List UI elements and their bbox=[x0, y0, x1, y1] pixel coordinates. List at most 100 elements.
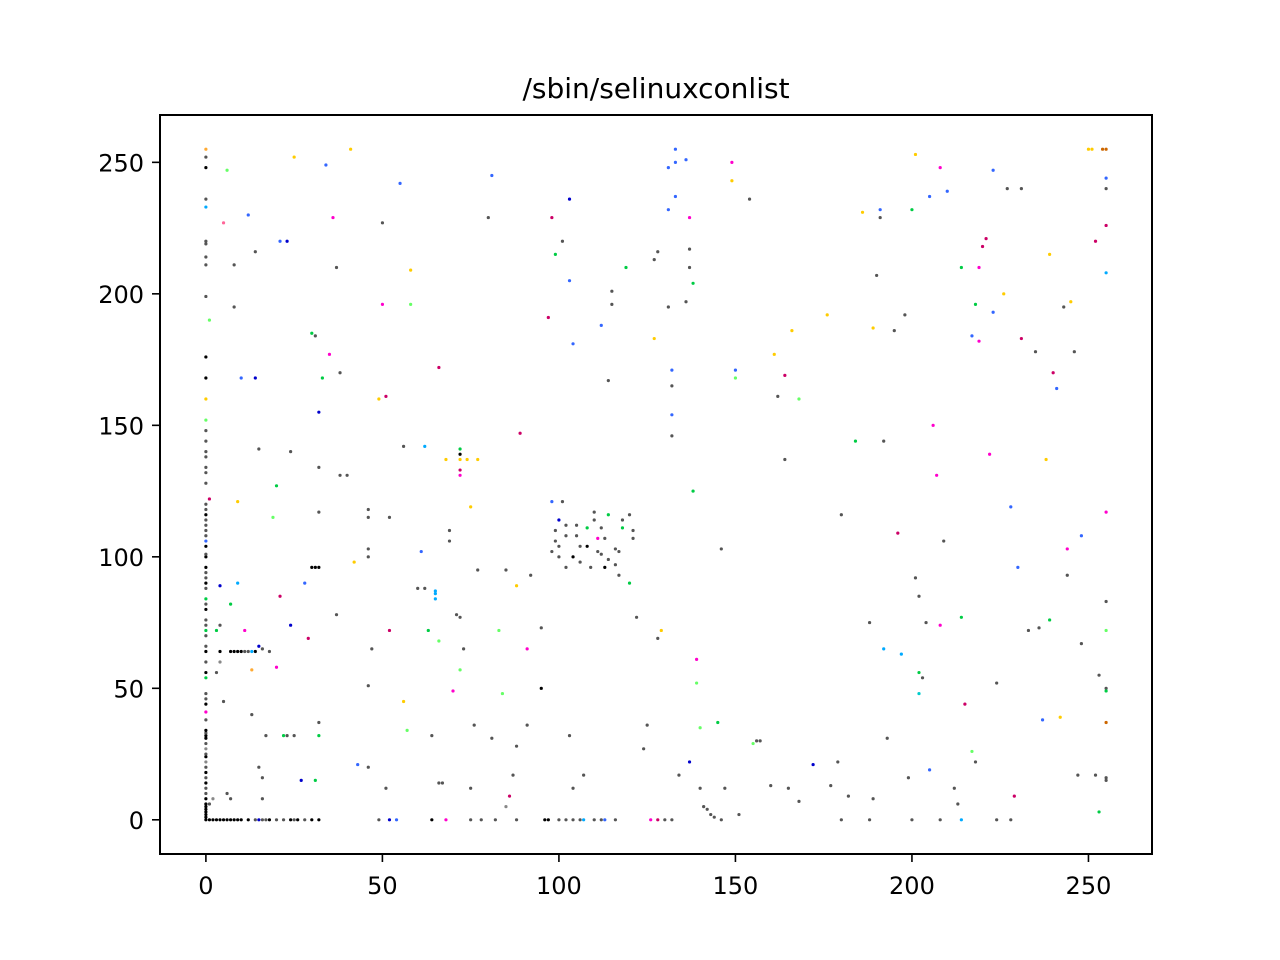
data-point bbox=[204, 815, 208, 819]
data-point bbox=[871, 326, 875, 330]
data-point bbox=[292, 155, 296, 159]
data-point bbox=[1097, 673, 1101, 677]
data-point bbox=[306, 636, 310, 640]
data-point bbox=[289, 623, 293, 627]
data-point bbox=[204, 428, 208, 433]
data-point bbox=[317, 565, 321, 569]
data-point bbox=[204, 155, 208, 159]
data-point bbox=[1009, 505, 1013, 509]
data-point bbox=[267, 818, 272, 822]
data-point bbox=[663, 818, 667, 822]
data-point bbox=[204, 618, 208, 622]
data-point bbox=[257, 765, 261, 769]
data-point bbox=[204, 634, 208, 638]
y-tick-label: 150 bbox=[98, 412, 144, 440]
data-point bbox=[514, 744, 519, 748]
data-point bbox=[991, 310, 995, 314]
data-point bbox=[204, 481, 208, 485]
data-point bbox=[500, 691, 505, 696]
data-point bbox=[232, 649, 236, 654]
data-point bbox=[959, 615, 963, 619]
data-point bbox=[670, 413, 674, 417]
data-point bbox=[246, 649, 250, 654]
y-tick-label: 200 bbox=[98, 281, 144, 309]
data-point bbox=[458, 447, 462, 451]
data-point bbox=[324, 163, 328, 167]
data-point bbox=[550, 215, 554, 220]
data-point bbox=[229, 602, 233, 606]
data-point bbox=[204, 471, 208, 475]
data-point bbox=[938, 623, 942, 627]
data-point bbox=[882, 439, 886, 443]
data-point bbox=[444, 457, 448, 462]
data-point bbox=[599, 552, 603, 556]
data-point bbox=[204, 770, 208, 775]
data-point bbox=[839, 513, 843, 517]
data-point bbox=[645, 723, 649, 727]
data-point bbox=[469, 505, 473, 509]
data-point bbox=[1093, 773, 1098, 777]
data-point bbox=[578, 544, 582, 548]
data-point bbox=[292, 734, 296, 738]
y-tick-label: 0 bbox=[129, 807, 144, 835]
data-point bbox=[1104, 686, 1108, 690]
data-point bbox=[433, 589, 437, 593]
data-point bbox=[387, 818, 392, 822]
data-point bbox=[959, 265, 963, 270]
data-point bbox=[518, 431, 522, 435]
data-point bbox=[631, 536, 635, 541]
data-point bbox=[313, 334, 317, 338]
data-point bbox=[204, 818, 208, 822]
data-point bbox=[260, 797, 264, 801]
data-point bbox=[613, 818, 618, 822]
data-point bbox=[867, 620, 872, 625]
data-point bbox=[204, 586, 208, 590]
data-point bbox=[440, 781, 445, 785]
data-point bbox=[543, 818, 547, 822]
data-point bbox=[281, 734, 286, 738]
data-point bbox=[366, 684, 370, 688]
data-point bbox=[303, 581, 307, 585]
data-point bbox=[253, 649, 257, 654]
x-tick-label: 200 bbox=[889, 872, 935, 900]
data-point bbox=[691, 489, 695, 493]
data-point bbox=[458, 668, 462, 672]
data-point bbox=[1016, 565, 1020, 569]
data-point bbox=[666, 166, 670, 170]
data-point bbox=[571, 818, 575, 822]
data-point bbox=[846, 794, 851, 798]
data-point bbox=[469, 786, 473, 790]
data-point bbox=[970, 334, 974, 338]
data-point bbox=[980, 244, 985, 249]
x-tick-label: 100 bbox=[536, 872, 582, 900]
data-point bbox=[356, 762, 360, 767]
data-point bbox=[603, 536, 607, 541]
data-point bbox=[204, 781, 208, 785]
data-point bbox=[285, 239, 289, 243]
data-point bbox=[747, 197, 752, 201]
data-point bbox=[264, 818, 268, 822]
data-point bbox=[751, 741, 755, 746]
data-point bbox=[995, 681, 999, 685]
data-point bbox=[1104, 510, 1108, 514]
data-point bbox=[539, 626, 543, 630]
data-point bbox=[564, 534, 568, 538]
data-point bbox=[546, 818, 550, 822]
data-point bbox=[204, 355, 208, 359]
data-point bbox=[504, 805, 508, 809]
data-point bbox=[204, 513, 208, 517]
data-point bbox=[274, 484, 279, 488]
data-point bbox=[687, 247, 692, 251]
data-point bbox=[486, 215, 490, 220]
data-point bbox=[705, 807, 709, 811]
data-point bbox=[1086, 147, 1091, 151]
data-point bbox=[214, 670, 219, 675]
data-point bbox=[878, 215, 882, 220]
data-point bbox=[797, 397, 801, 401]
data-point bbox=[218, 818, 222, 822]
data-point bbox=[204, 571, 208, 575]
data-point bbox=[225, 791, 229, 796]
data-point bbox=[345, 473, 349, 477]
data-point bbox=[214, 818, 219, 822]
